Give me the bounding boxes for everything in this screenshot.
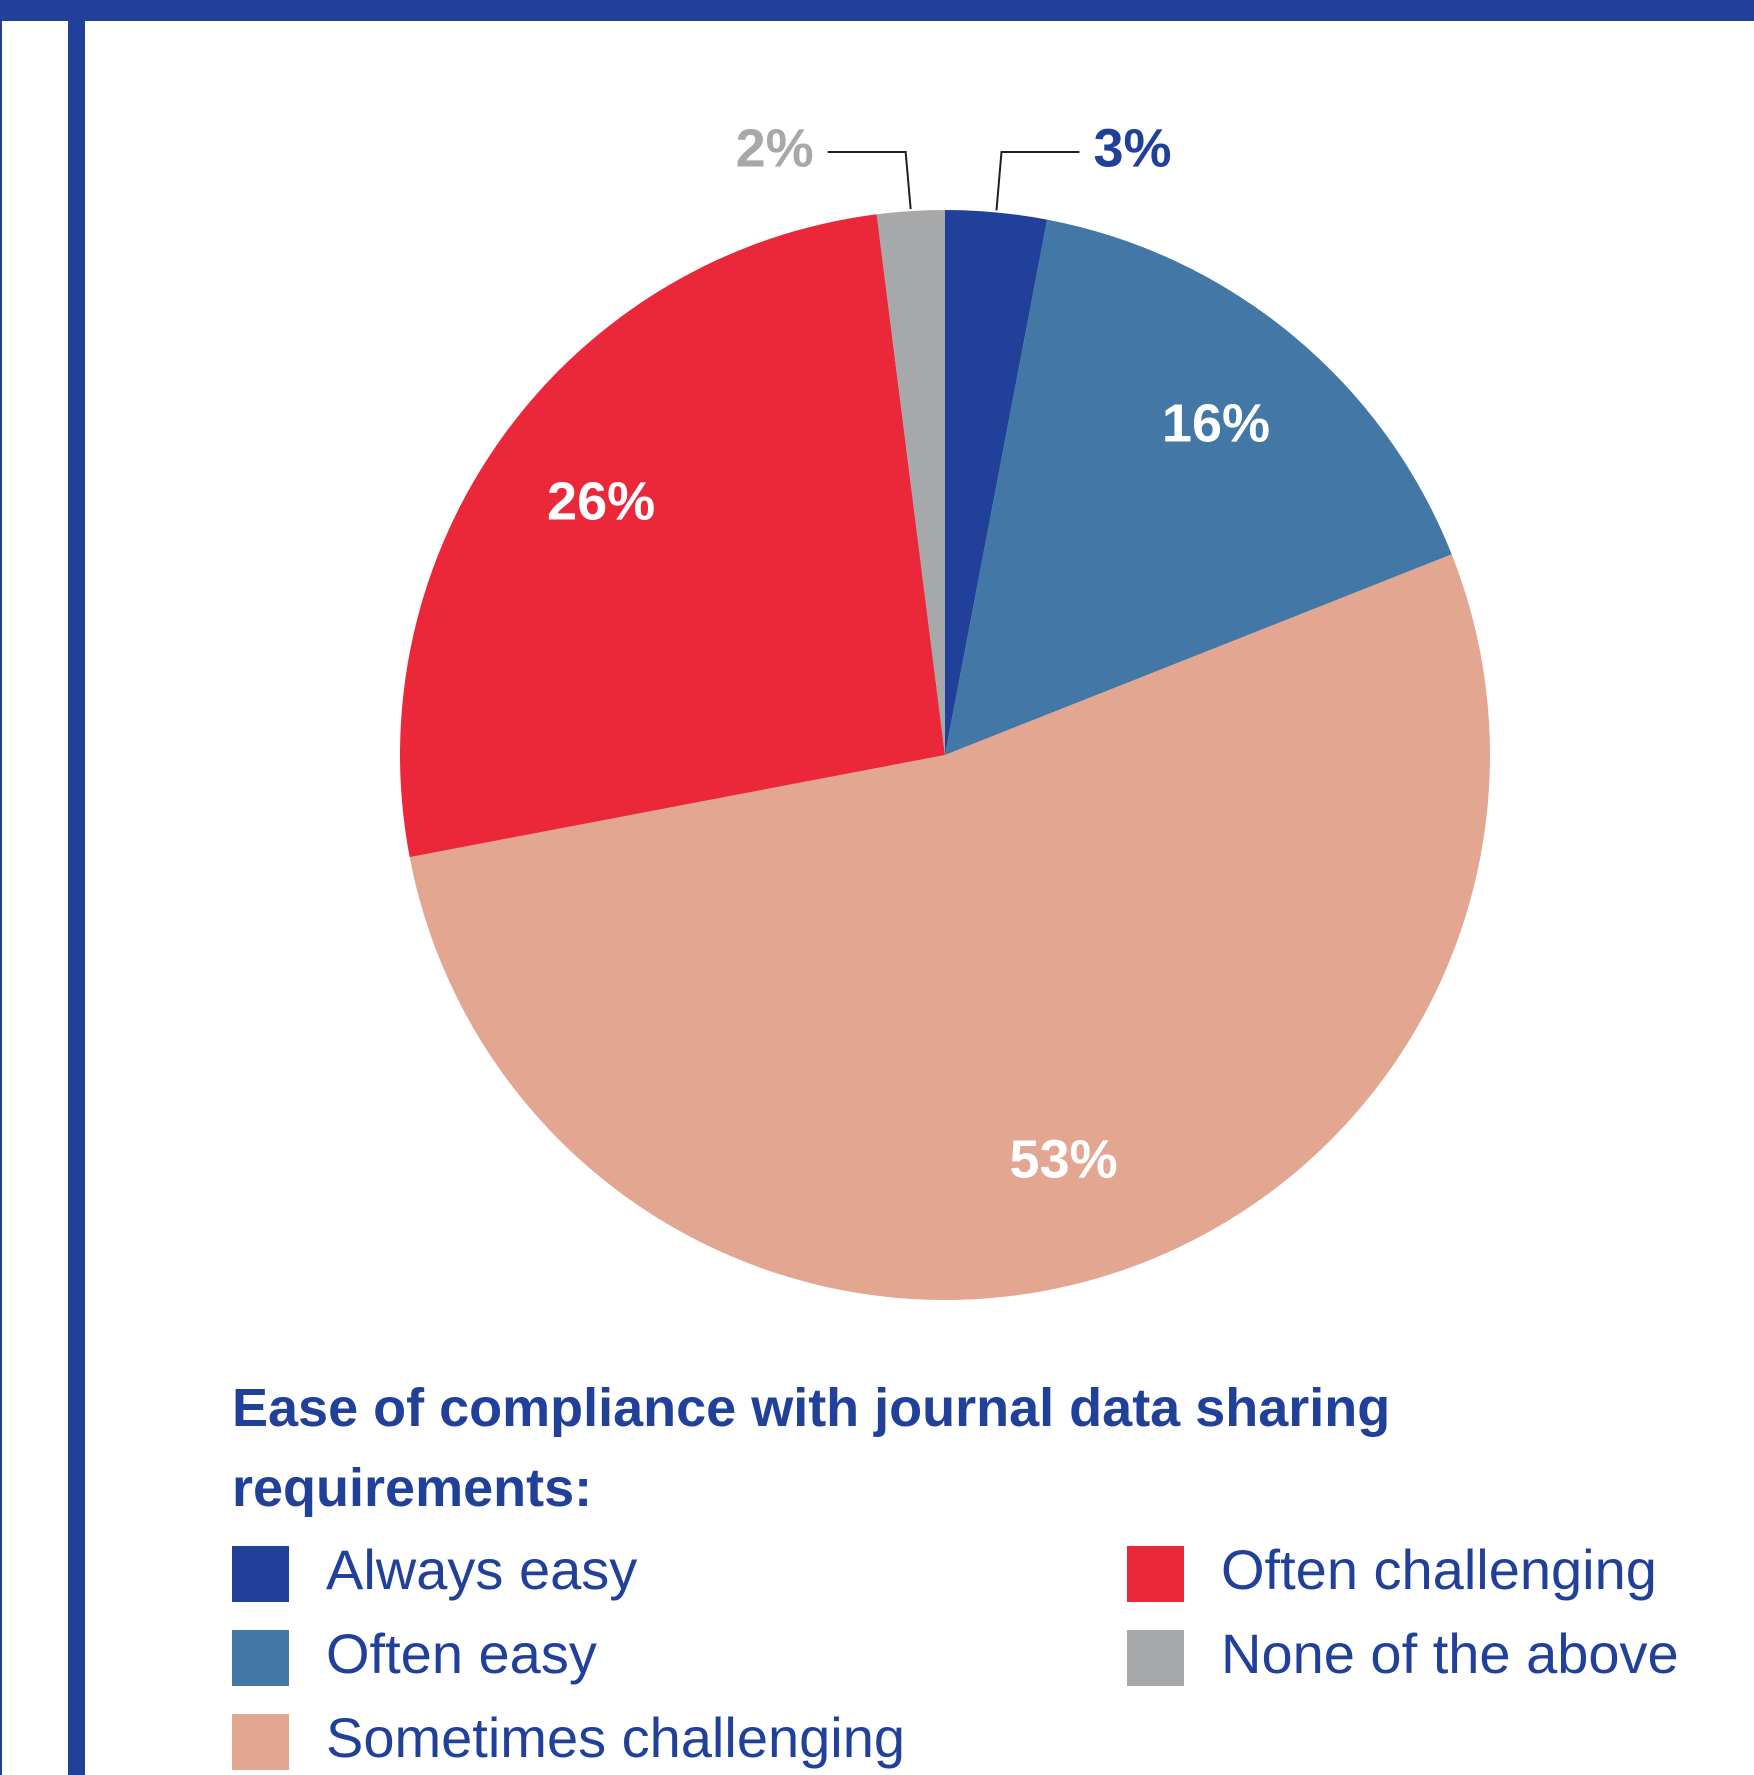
data-label: 53% xyxy=(1010,1129,1118,1189)
pie-slice xyxy=(945,219,1452,755)
legend-swatch xyxy=(1127,1546,1184,1602)
data-label: 16% xyxy=(1162,394,1270,454)
chart-title: Ease of compliance with journal data sha… xyxy=(232,1378,1391,1518)
leader-line xyxy=(827,151,912,210)
data-label: 2% xyxy=(736,118,814,178)
pie-slice xyxy=(945,210,1048,755)
data-label: 3% xyxy=(1093,118,1171,178)
legend-label: Sometimes challenging xyxy=(326,1706,905,1769)
pie-slice xyxy=(399,214,945,858)
leader-line xyxy=(995,151,1080,211)
legend-swatch xyxy=(232,1714,289,1770)
data-label: 26% xyxy=(547,471,655,531)
legend-label: None of the above xyxy=(1221,1622,1679,1685)
edge-line xyxy=(0,0,2,1775)
legend-label: Often easy xyxy=(326,1622,597,1685)
top-border xyxy=(0,0,1754,21)
pie-slice xyxy=(876,210,945,755)
pie-slice xyxy=(409,554,1490,1301)
left-border xyxy=(68,0,85,1775)
legend-swatch xyxy=(1127,1630,1184,1686)
legend-label: Often challenging xyxy=(1221,1538,1657,1601)
legend-label: Always easy xyxy=(326,1538,637,1601)
legend-swatch xyxy=(232,1546,289,1602)
legend-swatch xyxy=(232,1630,289,1686)
